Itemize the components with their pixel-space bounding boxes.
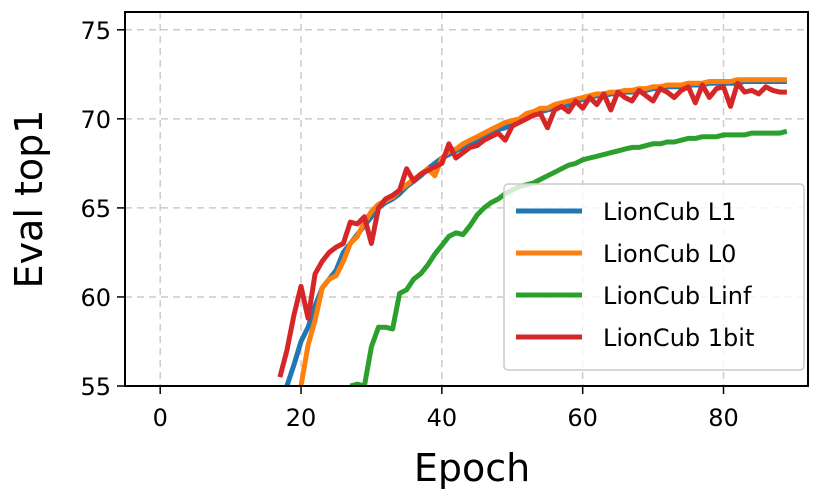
legend-label-lioncub-l1: LionCub L1 xyxy=(603,198,736,226)
x-axis-title: Epoch xyxy=(414,446,530,490)
legend-label-lioncub-1bit: LionCub 1bit xyxy=(603,324,754,352)
x-axis-ticks: 0 20 40 60 80 xyxy=(153,386,739,432)
series-layer xyxy=(277,77,788,386)
y-tick-label: 60 xyxy=(80,284,111,312)
x-tick-label: 80 xyxy=(708,404,739,432)
legend: LionCub L1 LionCub L0 LionCub Linf LionCub … xyxy=(503,183,805,371)
x-tick-label: 20 xyxy=(286,404,317,432)
y-axis-ticks: 55 60 65 70 75 xyxy=(80,17,125,401)
legend-label-lioncub-l0: LionCub L0 xyxy=(603,240,736,268)
plot-frame xyxy=(124,11,809,387)
y-tick-label: 65 xyxy=(80,195,111,223)
x-tick-label: 0 xyxy=(153,404,168,432)
legend-frame xyxy=(503,183,805,371)
y-tick-label: 55 xyxy=(80,373,111,401)
series-line-lioncub-linf xyxy=(349,128,788,386)
x-tick-label: 40 xyxy=(427,404,458,432)
y-tick-label: 70 xyxy=(80,106,111,134)
legend-label-lioncub-linf: LionCub Linf xyxy=(603,282,752,310)
series-line-lioncub-1bit xyxy=(277,80,787,378)
y-tick-label: 75 xyxy=(80,17,111,45)
y-axis-title: Eval top1 xyxy=(7,110,51,289)
x-tick-label: 60 xyxy=(567,404,598,432)
